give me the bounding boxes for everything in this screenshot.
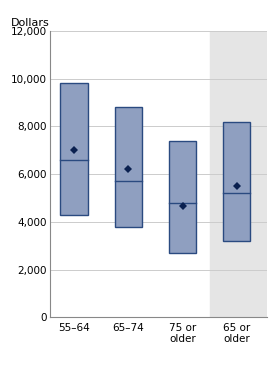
Bar xyxy=(115,107,142,227)
Bar xyxy=(169,141,196,253)
Text: Dollars: Dollars xyxy=(10,18,49,28)
Bar xyxy=(223,122,251,241)
Bar xyxy=(60,84,87,215)
Bar xyxy=(210,31,267,317)
